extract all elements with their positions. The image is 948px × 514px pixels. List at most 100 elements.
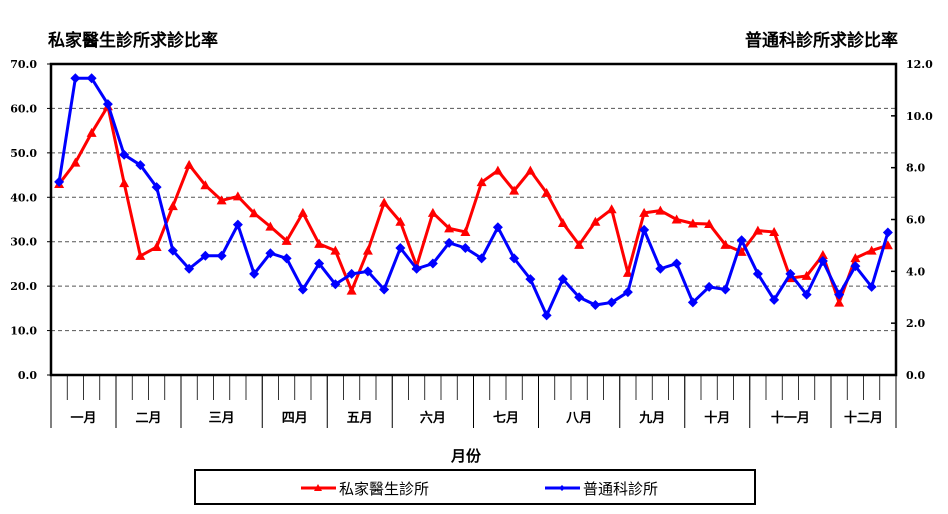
data-point-diamond (411, 263, 422, 274)
data-point-diamond (541, 310, 552, 321)
data-point-triangle (151, 242, 162, 252)
data-point-triangle (200, 180, 211, 190)
month-label: 三月 (209, 411, 235, 426)
data-point-diamond (752, 268, 763, 279)
data-point-diamond (330, 279, 341, 290)
right-tick-label: 6.0 (906, 214, 925, 227)
data-point-diamond (135, 160, 146, 171)
month-label: 五月 (347, 411, 373, 426)
data-point-triangle (866, 245, 877, 255)
data-point-triangle (752, 225, 763, 235)
data-point-triangle (395, 216, 406, 226)
data-point-triangle (655, 205, 666, 215)
data-point-triangle (135, 250, 146, 260)
month-label: 十一月 (771, 410, 810, 426)
data-point-triangle (297, 207, 308, 217)
data-point-triangle (119, 178, 130, 188)
data-point-diamond (882, 227, 893, 238)
data-point-diamond (444, 237, 455, 248)
plot-frame (49, 62, 898, 377)
data-point-triangle (281, 235, 292, 245)
data-point-triangle (265, 221, 276, 231)
data-point-triangle (720, 239, 731, 249)
data-point-diamond (102, 99, 113, 110)
data-point-diamond (297, 284, 308, 295)
data-point-triangle (476, 177, 487, 187)
data-point-diamond (639, 224, 650, 235)
right-tick-label: 2.0 (906, 317, 925, 330)
legend-triangle-icon (314, 484, 322, 491)
data-point-diamond (54, 176, 65, 187)
data-point-diamond (119, 149, 130, 160)
legend-diamond-icon (559, 485, 565, 491)
data-point-diamond (704, 281, 715, 292)
right-tick-label: 8.0 (906, 162, 925, 175)
data-point-diamond (492, 222, 503, 233)
data-point-diamond (379, 284, 390, 295)
month-label: 六月 (420, 410, 446, 426)
data-point-triangle (574, 239, 585, 249)
data-point-triangle (801, 270, 812, 280)
left-tick-label: 40.0 (10, 191, 37, 204)
data-point-triangle (184, 159, 195, 169)
data-point-diamond (622, 287, 633, 298)
data-point-triangle (671, 214, 682, 224)
right-tick-label: 10.0 (906, 110, 933, 123)
left-tick-label: 50.0 (10, 147, 37, 160)
data-point-diamond (395, 243, 406, 254)
right-tick-label: 0.0 (906, 369, 925, 382)
data-point-diamond (557, 274, 568, 285)
data-point-diamond (687, 297, 698, 308)
data-point-triangle (509, 185, 520, 195)
legend-box (194, 469, 756, 505)
data-point-triangle (314, 238, 325, 248)
left-tick-label: 10.0 (10, 325, 37, 338)
data-point-triangle (444, 223, 455, 233)
data-point-diamond (655, 263, 666, 274)
data-point-diamond (346, 268, 357, 279)
data-point-triangle (427, 207, 438, 217)
data-point-diamond (249, 268, 260, 279)
data-point-triangle (606, 204, 617, 214)
data-point-diamond (232, 219, 243, 230)
data-point-diamond (151, 182, 162, 193)
data-point-diamond (720, 284, 731, 295)
month-label: 九月 (638, 411, 665, 426)
data-point-diamond (866, 281, 877, 292)
data-point-diamond (265, 248, 276, 259)
data-point-diamond (509, 253, 520, 264)
data-point-triangle (379, 197, 390, 207)
data-point-triangle (639, 207, 650, 217)
data-point-triangle (817, 250, 828, 260)
data-point-diamond (362, 266, 373, 277)
series-line-1 (57, 104, 889, 305)
right-axis-title: 普通科診所求診比率 (745, 31, 898, 51)
data-point-triangle (834, 297, 845, 307)
data-point-triangle (460, 226, 471, 236)
data-point-diamond (427, 258, 438, 269)
legend-label: 普通科診所 (583, 480, 658, 498)
month-label: 一月 (70, 411, 96, 426)
right-tick-label: 12.0 (906, 58, 933, 71)
data-point-diamond (184, 263, 195, 274)
data-point-diamond (736, 235, 747, 246)
data-point-triangle (736, 246, 747, 256)
data-point-diamond (817, 255, 828, 266)
left-tick-label: 30.0 (10, 236, 37, 249)
data-point-triangle (232, 191, 243, 201)
data-point-triangle (86, 127, 97, 137)
data-point-triangle (704, 218, 715, 228)
left-tick-label: 60.0 (10, 102, 37, 115)
month-label: 十月 (704, 410, 730, 426)
right-tick-label: 4.0 (906, 265, 925, 278)
series-line-2 (57, 76, 890, 317)
data-point-triangle (167, 201, 178, 211)
data-point-diamond (314, 258, 325, 269)
data-point-triangle (687, 218, 698, 228)
month-label: 七月 (493, 411, 519, 426)
data-point-triangle (330, 245, 341, 255)
data-point-diamond (70, 73, 81, 84)
data-point-triangle (769, 226, 780, 236)
month-label: 四月 (282, 411, 308, 426)
